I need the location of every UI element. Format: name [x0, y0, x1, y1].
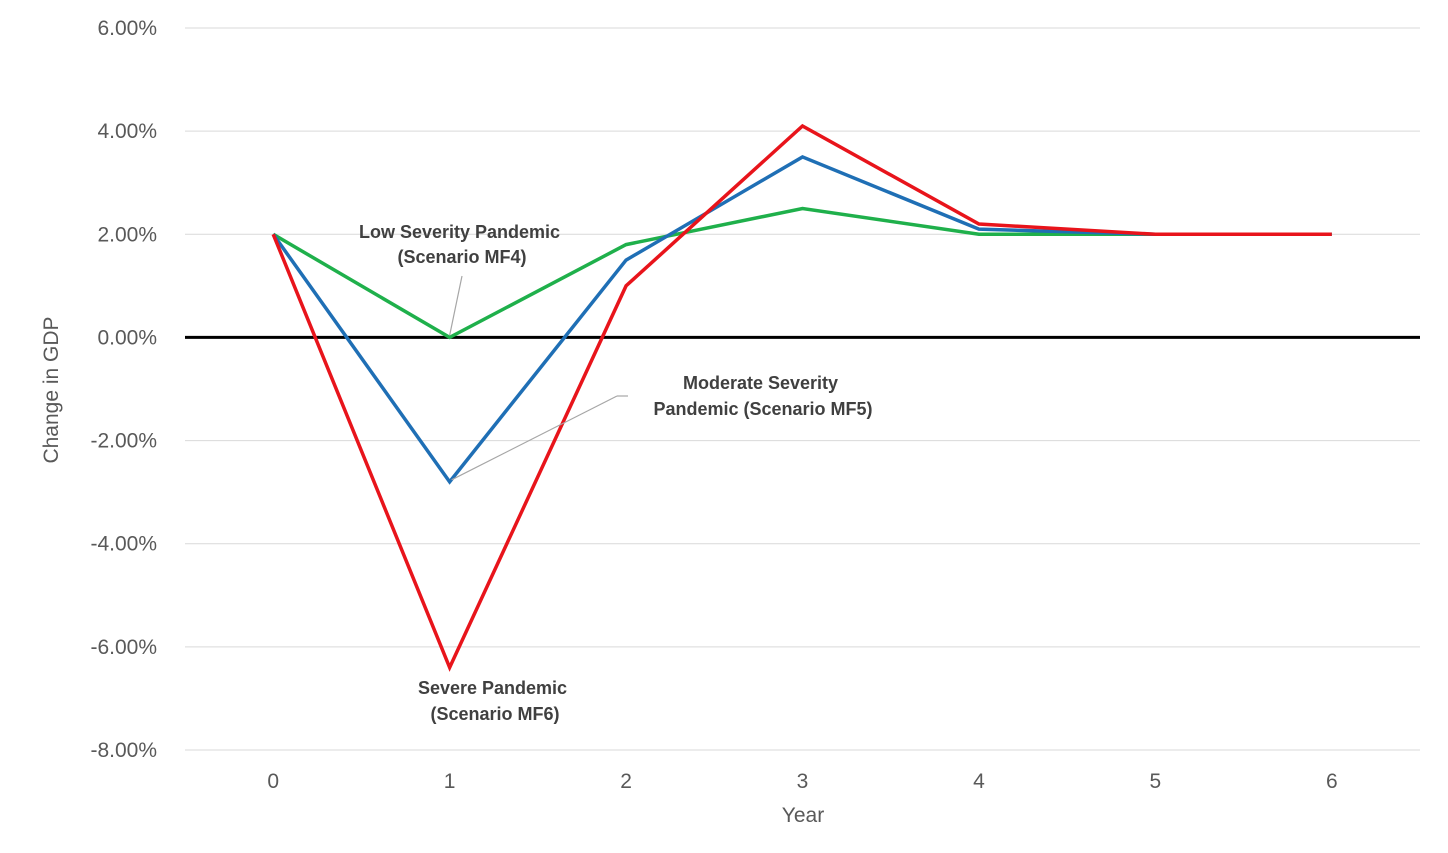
- y-axis-title: Change in GDP: [40, 316, 63, 463]
- annotation-mf5: Moderate Severity Pandemic (Scenario MF5…: [653, 373, 872, 419]
- series-lines: [271, 123, 1332, 672]
- annotation-mf4-line-1: Low Severity Pandemic: [359, 222, 560, 242]
- y-tick-label: 2.00%: [97, 223, 157, 246]
- y-axis-ticks: 6.00% 4.00% 2.00% 0.00% -2.00% -4.00% -6.00% -8…: [90, 17, 157, 762]
- y-tick-label: -6.00%: [90, 636, 157, 659]
- y-tick-label: -8.00%: [90, 739, 157, 762]
- annotation-mf5-line-1: Moderate Severity: [683, 373, 838, 393]
- x-tick-label: 6: [1326, 770, 1338, 793]
- annotations: Low Severity Pandemic (Scenario MF4) Mod…: [359, 222, 873, 724]
- x-tick-label: 4: [973, 770, 985, 793]
- x-tick-label: 5: [1150, 770, 1162, 793]
- y-tick-label: 6.00%: [97, 17, 157, 40]
- leader-mf5-a: [451, 395, 618, 481]
- series-line-mf5: [271, 154, 1332, 485]
- x-tick-label: 3: [797, 770, 809, 793]
- annotation-mf6-line-2: (Scenario MF6): [430, 704, 559, 724]
- y-tick-label: 4.00%: [97, 120, 157, 143]
- y-tick-label: 0.00%: [97, 326, 157, 349]
- x-tick-label: 2: [620, 770, 632, 793]
- y-tick-label: -4.00%: [90, 533, 157, 556]
- x-axis-title: Year: [782, 804, 824, 827]
- gridlines: [185, 27, 1420, 751]
- annotation-mf5-line-2: Pandemic (Scenario MF5): [653, 399, 872, 419]
- series-line-mf6: [271, 123, 1332, 672]
- x-axis-ticks: 0 1 2 3 4 5 6: [267, 770, 1337, 793]
- leader-mf4: [449, 275, 463, 336]
- annotation-mf4: Low Severity Pandemic (Scenario MF4): [359, 222, 565, 267]
- annotation-leaders: [449, 275, 628, 481]
- annotation-mf6-line-1: Severe Pandemic: [418, 678, 567, 698]
- x-tick-label: 1: [444, 770, 456, 793]
- y-tick-label: -2.00%: [90, 430, 157, 453]
- annotation-mf6: Severe Pandemic (Scenario MF6): [418, 678, 572, 724]
- annotation-mf4-line-2: (Scenario MF4): [397, 247, 526, 267]
- x-tick-label: 0: [267, 770, 279, 793]
